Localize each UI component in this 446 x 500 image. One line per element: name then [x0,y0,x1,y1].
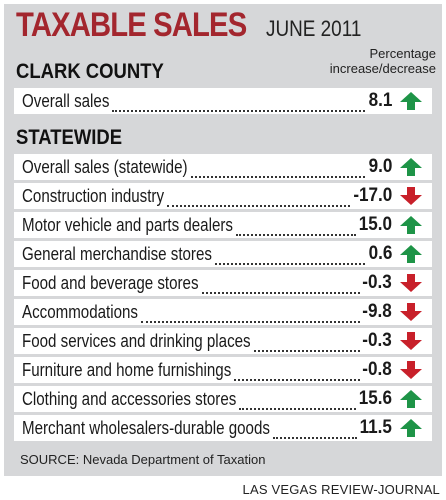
row-value: -0.8 [362,359,392,380]
row-value: -0.3 [362,330,392,351]
percentage-note-line2: increase/decrease [329,61,436,76]
dot-leader [112,92,366,112]
table-row: Accommodations -9.8 [14,299,432,325]
clark-county-heading: CLARK COUNTY [16,60,164,83]
red-down-arrow-icon [400,332,422,350]
percentage-note-line1: Percentage [369,46,437,61]
chart-title: TAXABLE SALES [16,6,247,44]
row-label: Overall sales [22,91,110,111]
green-up-arrow-icon [400,419,422,437]
red-down-arrow-icon [400,303,422,321]
row-value: -9.8 [362,301,392,322]
table-row: Motor vehicle and parts dealers 15.0 [14,212,432,238]
dot-leader [234,361,360,381]
row-label: Construction industry [22,186,165,206]
row-value: 11.5 [359,417,392,438]
green-up-arrow-icon [400,245,422,263]
row-value: 9.0 [368,156,392,177]
infographic-panel: TAXABLE SALES JUNE 2011 CLARK COUNTY Per… [4,4,442,476]
table-row: Food services and drinking places -0.3 [14,328,432,354]
table-row: Clothing and accessories stores 15.6 [14,386,432,412]
dot-leader [201,274,360,294]
red-down-arrow-icon [400,274,422,292]
publisher-credit: LAS VEGAS REVIEW-JOURNAL [242,482,440,497]
green-up-arrow-icon [400,92,422,110]
chart-subtitle: JUNE 2011 [266,16,362,41]
green-up-arrow-icon [400,216,422,234]
table-row: General merchandise stores 0.6 [14,241,432,267]
row-value: -0.3 [362,272,392,293]
row-value: 15.0 [358,214,392,235]
dot-leader [167,187,350,207]
percentage-note: Percentage increase/decrease [330,46,436,76]
dot-leader [253,332,360,352]
red-down-arrow-icon [400,361,422,379]
row-value: 15.6 [358,388,392,409]
green-up-arrow-icon [400,158,422,176]
dot-leader [140,303,360,323]
row-value: 8.1 [368,90,392,111]
table-row: Overall sales (statewide) 9.0 [14,154,432,180]
dot-leader [239,390,356,410]
source-note: SOURCE: Nevada Department of Taxation [20,452,266,467]
row-label: Merchant wholesalers-durable goods [22,418,270,438]
dot-leader [190,158,366,178]
table-row: Construction industry -17.0 [14,183,432,209]
row-label: Overall sales (statewide) [22,157,188,177]
green-up-arrow-icon [400,390,422,408]
dot-leader [272,419,357,439]
red-down-arrow-icon [400,187,422,205]
row-value: -17.0 [353,185,392,206]
row-label: Furniture and home furnishings [22,360,232,380]
row-value: 0.6 [368,243,392,264]
row-label: Food services and drinking places [22,331,251,351]
row-label: Accommodations [22,302,138,322]
row-label: General merchandise stores [22,244,212,264]
row-label: Motor vehicle and parts dealers [22,215,233,235]
dot-leader [214,245,366,265]
row-label: Clothing and accessories stores [22,389,237,409]
dot-leader [235,216,356,236]
title-row: TAXABLE SALES JUNE 2011 [16,6,377,45]
table-row: Food and beverage stores -0.3 [14,270,432,296]
table-row: Furniture and home furnishings -0.8 [14,357,432,383]
table-row: Merchant wholesalers-durable goods 11.5 [14,415,432,441]
table-row: Overall sales 8.1 [14,88,432,114]
statewide-heading: STATEWIDE [16,126,123,149]
row-label: Food and beverage stores [22,273,199,293]
